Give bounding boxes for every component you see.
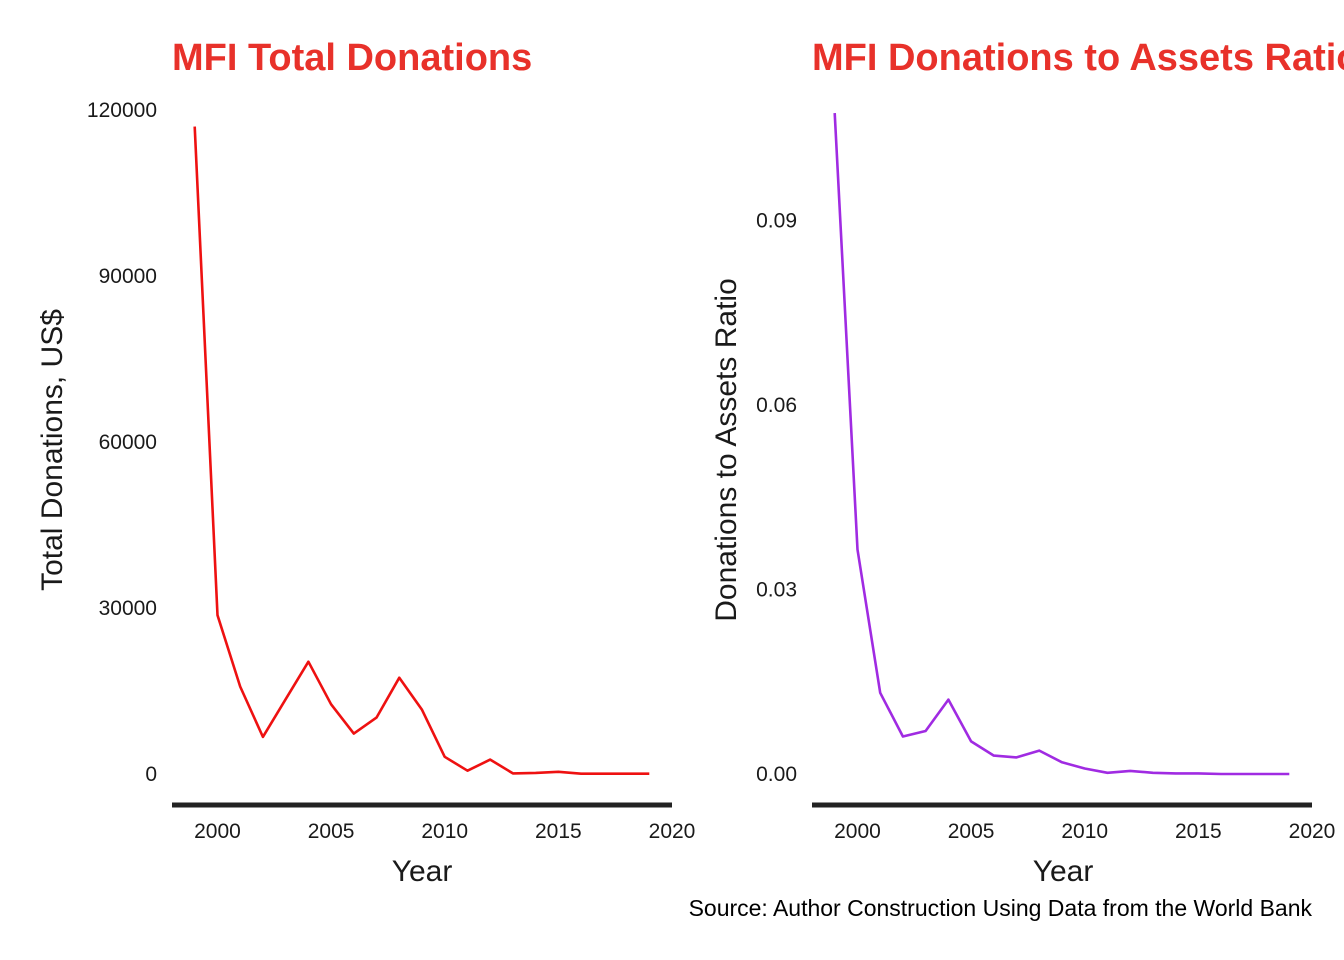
right-y-axis-label: Donations to Assets Ratio (710, 278, 743, 622)
right-chart-panel: MFI Donations to Assets Ratio 0.000.030.… (710, 37, 1344, 888)
left-chart-panel: MFI Total Donations 0 30000 60000 90000 1200… (36, 37, 695, 888)
y-tick-label: 0.00 (756, 763, 797, 786)
right-ratio-series-line (833, 113, 1290, 776)
x-tick-label: 2015 (535, 820, 582, 843)
left-x-tick-labels: 2000 2005 2010 2015 2020 (194, 820, 695, 843)
source-caption: Source: Author Construction Using Data f… (689, 895, 1313, 921)
left-donations-series-line (193, 126, 650, 775)
right-x-tick-labels: 2000 2005 2010 2015 2020 (834, 820, 1335, 843)
left-y-tick-labels: 0 30000 60000 90000 120000 (87, 99, 157, 786)
x-tick-label: 2010 (421, 820, 468, 843)
x-tick-label: 2000 (834, 820, 881, 843)
y-tick-label: 0.03 (756, 579, 797, 602)
y-tick-label: 60000 (99, 431, 157, 454)
y-tick-label: 30000 (99, 597, 157, 620)
left-y-axis-label: Total Donations, US$ (36, 309, 69, 591)
right-x-axis-label: Year (1033, 855, 1094, 888)
x-tick-label: 2020 (1289, 820, 1336, 843)
left-chart-title: MFI Total Donations (172, 37, 532, 79)
y-tick-label: 0 (145, 763, 157, 786)
y-tick-label: 0.09 (756, 210, 797, 233)
y-tick-label: 0.06 (756, 394, 797, 417)
x-tick-label: 2005 (948, 820, 995, 843)
x-tick-label: 2010 (1061, 820, 1108, 843)
x-tick-label: 2005 (308, 820, 355, 843)
left-x-axis-label: Year (392, 855, 453, 888)
x-tick-label: 2015 (1175, 820, 1222, 843)
x-tick-label: 2000 (194, 820, 241, 843)
x-tick-label: 2020 (649, 820, 696, 843)
y-tick-label: 90000 (99, 265, 157, 288)
y-tick-label: 120000 (87, 99, 157, 122)
right-chart-title: MFI Donations to Assets Ratio (812, 37, 1344, 79)
right-y-tick-labels: 0.00 0.03 0.06 0.09 (756, 210, 797, 786)
